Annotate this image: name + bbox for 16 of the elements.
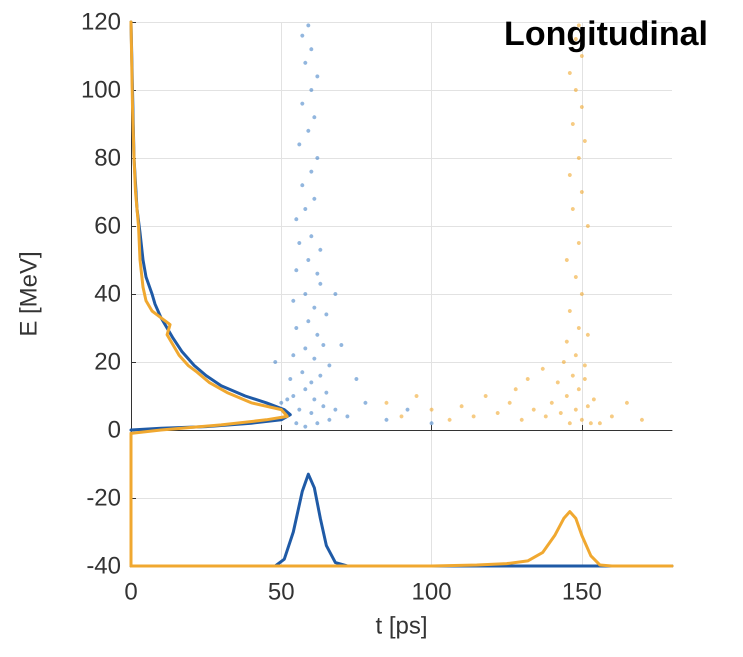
x-axis-title: t [ps]: [375, 612, 428, 640]
chart-title: Longitudinal: [504, 15, 708, 53]
x-tick-label: 50: [268, 578, 295, 606]
y-tick-label: 0: [108, 416, 121, 444]
y-tick-label: 120: [80, 8, 121, 36]
y-tick-label: 40: [94, 280, 121, 308]
y-tick-label: -40: [86, 552, 121, 580]
x-tick-label: 100: [412, 578, 452, 606]
y-tick-label: 20: [94, 348, 121, 376]
x-tick-label: 0: [124, 578, 138, 606]
y-tick-label: 100: [80, 76, 121, 104]
y-tick-label: 60: [94, 212, 121, 240]
x-tick-label: 150: [562, 578, 602, 606]
y-axis-title: E [MeV]: [16, 251, 42, 337]
y-tick-label: 80: [94, 144, 121, 172]
y-tick-label: -20: [86, 484, 121, 512]
